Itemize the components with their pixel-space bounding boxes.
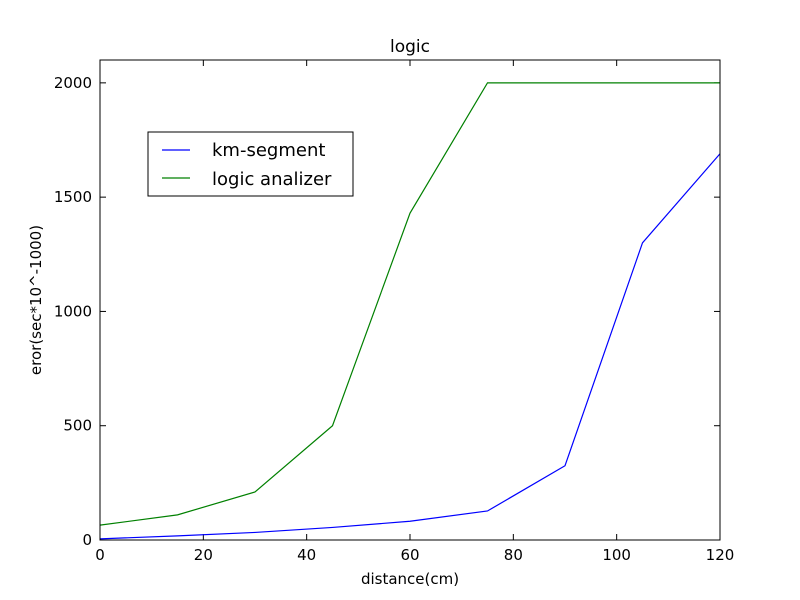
y-tick-label: 2000 [54, 74, 92, 92]
y-axis-ticks: 0 500 1000 1500 2000 [54, 74, 720, 549]
x-tick-label: 40 [297, 546, 316, 564]
series-lines [99, 82, 721, 540]
y-tick-label: 500 [63, 417, 92, 435]
y-axis-label: eror(sec*10^-1000) [27, 225, 45, 375]
y-tick-label: 1000 [54, 302, 92, 320]
legend-label-km-segment: km-segment [212, 140, 325, 161]
x-tick-label: 120 [706, 546, 735, 564]
legend-label-logic-analizer: logic analizer [212, 169, 332, 190]
x-axis-ticks: 0 20 40 60 80 100 120 [95, 60, 734, 564]
y-tick-label: 1500 [54, 188, 92, 206]
x-tick-label: 80 [504, 546, 523, 564]
x-tick-label: 100 [602, 546, 631, 564]
x-axis-label: distance(cm) [361, 570, 459, 588]
legend-box [147, 131, 354, 197]
x-tick-label: 60 [400, 546, 419, 564]
legend: km-segment logic analizer [147, 131, 354, 197]
y-tick-label: 0 [82, 531, 92, 549]
plot-area-frame [99, 59, 721, 541]
x-tick-label: 20 [194, 546, 213, 564]
chart-title: logic [390, 37, 430, 57]
x-tick-label: 0 [95, 546, 105, 564]
